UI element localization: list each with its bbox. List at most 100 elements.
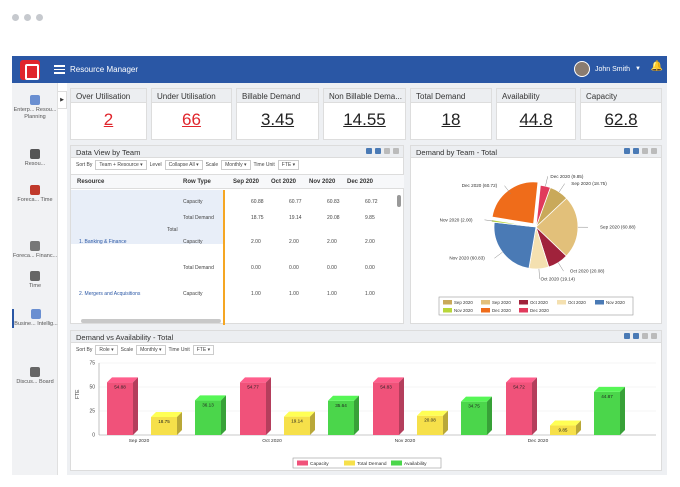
filter-select[interactable]: Team + Resource ▾	[95, 159, 147, 170]
kpi-card[interactable]: Billable Demand 3.45	[236, 88, 319, 140]
filter-icon[interactable]	[366, 148, 372, 154]
column-header[interactable]: Row Type	[183, 179, 211, 185]
pie-data-label: Nov 2020 (60.83)	[449, 256, 485, 261]
filter-icon[interactable]	[624, 148, 630, 154]
legend-swatch	[519, 300, 528, 305]
sidebar-item[interactable]: Time	[12, 271, 58, 290]
value-cell: 1.00	[251, 291, 261, 297]
pie-slice[interactable]	[493, 221, 537, 269]
kpi-value[interactable]: 66	[182, 110, 201, 129]
kpi-card[interactable]: Availability 44.8	[496, 88, 576, 140]
value-cell: 19.14	[289, 215, 302, 221]
maximize-icon[interactable]	[642, 148, 648, 154]
bar[interactable]	[195, 400, 221, 435]
avatar[interactable]	[574, 61, 591, 77]
sidebar-item[interactable]: Enterp... Resou... Planning	[12, 95, 58, 121]
value-cell: 60.88	[251, 199, 264, 205]
user-name[interactable]: John Smith	[595, 65, 631, 73]
legend-label: Capacity	[310, 461, 329, 467]
filter-select[interactable]: Role ▾	[95, 344, 118, 355]
value-cell: 60.72	[365, 199, 378, 205]
app-logo-icon[interactable]	[20, 59, 40, 80]
kpi-card[interactable]: Capacity 62.8	[580, 88, 662, 140]
window-dot[interactable]	[36, 14, 43, 21]
bar[interactable]	[594, 391, 620, 435]
chevron-down-icon[interactable]: ▼	[635, 66, 641, 72]
bar[interactable]	[506, 382, 532, 435]
kpi-card[interactable]: Non Billable Dema... 14.55	[323, 88, 406, 140]
kpi-card[interactable]: Total Demand 18	[410, 88, 492, 140]
kpi-card[interactable]: Under Utilisation 66	[151, 88, 232, 140]
kpi-value[interactable]: 2	[103, 110, 114, 129]
filter-select[interactable]: Collapse All ▾	[164, 159, 203, 170]
settings-icon[interactable]	[651, 333, 657, 339]
pie-data-label: Dec 2020 (60.72)	[462, 183, 498, 188]
kpi-value[interactable]: 14.55	[343, 110, 386, 129]
sidebar-item-label: Time	[28, 283, 42, 289]
filter-select[interactable]: FTE ▾	[277, 159, 300, 170]
resource-cell[interactable]: 1. Banking & Finance	[79, 239, 127, 245]
bar[interactable]	[151, 417, 177, 435]
pie-chart: Sep 2020 (18.75) Sep 2020 (60.88) Oct 2020…	[438, 174, 636, 316]
bar[interactable]	[373, 382, 399, 435]
sidebar-toggle-icon[interactable]: ▶	[58, 91, 67, 109]
column-header[interactable]: Sep 2020	[233, 179, 260, 185]
filter-select[interactable]: FTE ▾	[192, 344, 215, 355]
filter-icon[interactable]	[624, 333, 630, 339]
y-axis-label: FTE	[75, 389, 81, 399]
filter-label: Time Unit	[253, 161, 275, 168]
sidebar-item[interactable]: Foreca... Financ...	[12, 241, 58, 260]
bar[interactable]	[461, 401, 487, 435]
window-dot[interactable]	[12, 14, 19, 21]
pie-slice[interactable]	[491, 181, 539, 225]
sidebar-item[interactable]: Resou...	[12, 149, 58, 168]
kpi-value[interactable]: 62.8	[604, 110, 638, 129]
sidebar-item[interactable]: Foreca... Time	[12, 185, 58, 204]
bar[interactable]	[240, 382, 266, 435]
settings-icon[interactable]	[393, 148, 399, 154]
sidebar-item-icon	[30, 241, 40, 251]
horizontal-scrollbar[interactable]	[81, 319, 221, 323]
bar-chart-filters: Sort By Role ▾ Scale Monthly ▾ Time Unit FTE …	[71, 343, 661, 356]
legend-swatch	[519, 308, 528, 313]
column-header[interactable]: Nov 2020	[309, 179, 336, 185]
kpi-value[interactable]: 18	[441, 110, 461, 129]
filter-select[interactable]: Monthly ▾	[136, 344, 166, 355]
sidebar-item[interactable]: Discus... Board	[12, 367, 58, 386]
filter-select[interactable]: Monthly ▾	[221, 159, 251, 170]
y-tick-label: 75	[89, 361, 95, 367]
data-view-filters: Sort By Team + Resource ▾ Level Collapse Al…	[71, 158, 403, 171]
notification-bell-icon[interactable]: 🔔	[650, 61, 663, 72]
kpi-value[interactable]: 44.8	[519, 110, 553, 129]
panel-title: Demand by Team - Total	[416, 148, 498, 157]
filter-label: Sort By	[76, 346, 93, 353]
search-icon[interactable]	[633, 148, 639, 154]
column-header[interactable]: Resource	[77, 179, 105, 185]
column-header[interactable]: Oct 2020	[271, 179, 297, 185]
bar[interactable]	[107, 382, 133, 435]
settings-icon[interactable]	[651, 148, 657, 154]
x-tick-label: Dec 2020	[528, 438, 549, 444]
maximize-icon[interactable]	[642, 333, 648, 339]
hamburger-menu-icon[interactable]	[54, 65, 65, 74]
bar[interactable]	[550, 425, 576, 435]
bar[interactable]	[417, 415, 443, 435]
bar[interactable]	[284, 416, 310, 435]
kpi-value[interactable]: 3.45	[260, 110, 295, 129]
pie-data-label: Oct 2020 (19.14)	[540, 276, 575, 281]
column-header[interactable]: Dec 2020	[347, 179, 374, 185]
search-icon[interactable]	[633, 333, 639, 339]
user-menu[interactable]: John Smith ▼	[574, 61, 641, 77]
sidebar-item[interactable]: Busine... Intellig...	[12, 309, 58, 328]
window-dot[interactable]	[24, 14, 31, 21]
value-cell: 0.00	[365, 265, 375, 271]
bar-data-label: 36.13	[202, 402, 214, 407]
bar[interactable]	[328, 400, 354, 435]
filter-label: Scale	[205, 161, 219, 168]
vertical-scrollbar[interactable]	[397, 195, 401, 207]
search-icon[interactable]	[375, 148, 381, 154]
resource-cell[interactable]: 2. Mergers and Acquisitions	[79, 291, 141, 297]
maximize-icon[interactable]	[384, 148, 390, 154]
sidebar-item-label: Discus... Board	[16, 379, 54, 385]
kpi-card[interactable]: Over Utilisation 2	[70, 88, 147, 140]
